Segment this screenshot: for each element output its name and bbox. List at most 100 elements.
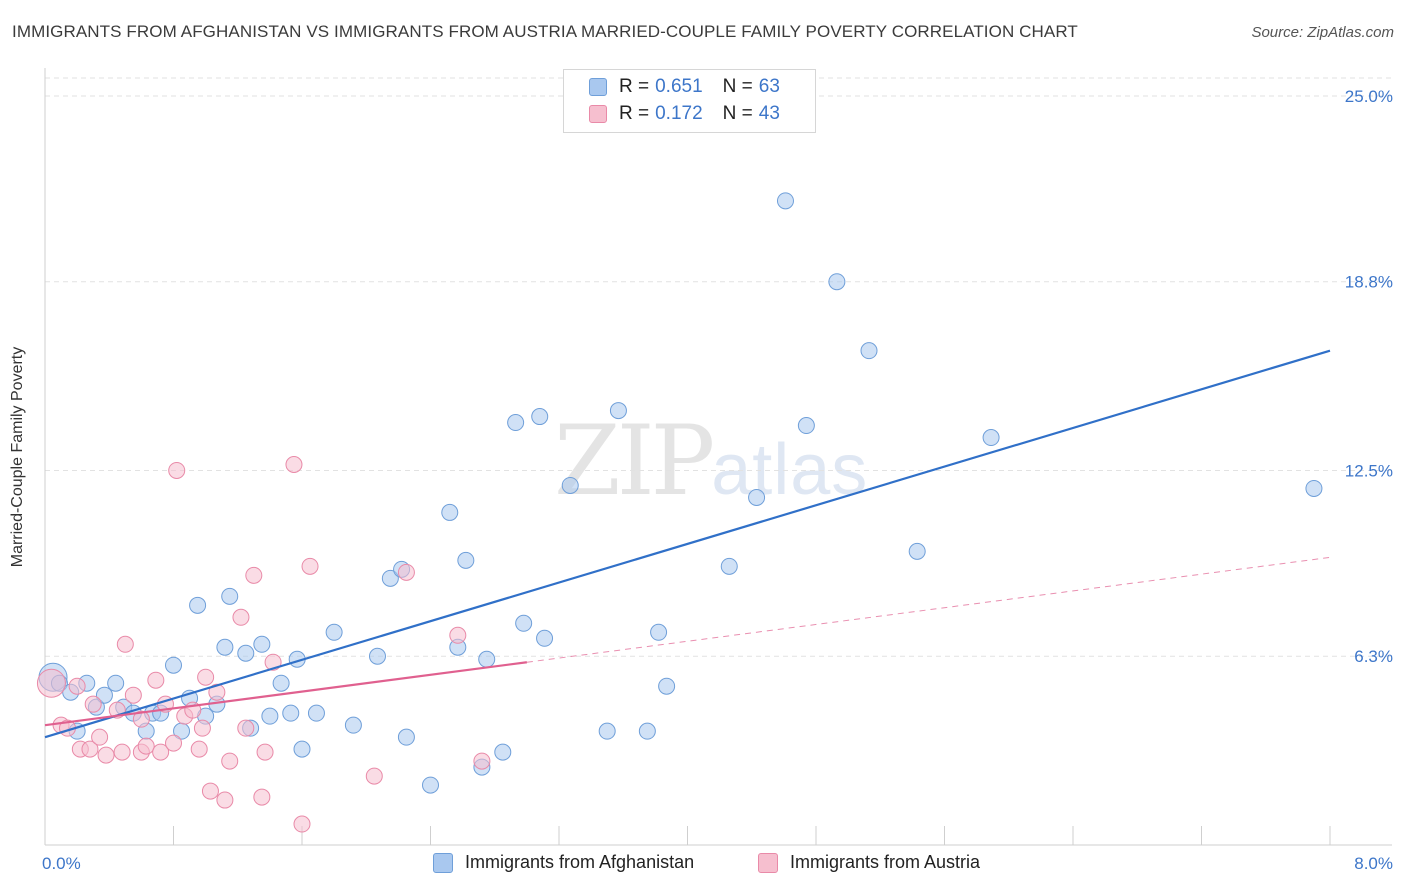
austria-point xyxy=(237,719,255,737)
austria-point xyxy=(81,740,99,758)
afghanistan-point xyxy=(189,596,207,614)
afghanistan-point xyxy=(216,638,234,656)
afghanistan-point xyxy=(368,647,386,665)
austria-point xyxy=(113,743,131,761)
source-note: Source: ZipAtlas.com xyxy=(1251,24,1394,41)
afghanistan-point xyxy=(507,414,525,432)
austria-point xyxy=(132,710,150,728)
afghanistan-point xyxy=(860,342,878,360)
y-tick-label: 25.0% xyxy=(1345,87,1393,106)
austria-point xyxy=(152,743,170,761)
austria-trend-extension xyxy=(526,556,1331,663)
austria-point xyxy=(190,740,208,758)
afghanistan-point xyxy=(748,488,766,506)
austria-point xyxy=(193,719,211,737)
austria-point xyxy=(397,563,415,581)
afghanistan-point xyxy=(282,704,300,722)
afghanistan-point xyxy=(828,273,846,291)
austria-point xyxy=(449,626,467,644)
austria-point xyxy=(256,743,274,761)
r-label: R = xyxy=(619,76,650,97)
afghanistan-point xyxy=(253,635,271,653)
y-tick-label: 18.8% xyxy=(1345,273,1393,292)
austria-point xyxy=(147,671,165,689)
austria-point xyxy=(245,566,263,584)
afghanistan-point xyxy=(221,587,239,605)
legend-label-afghanistan: Immigrants from Afghanistan xyxy=(465,852,695,872)
austria-point xyxy=(301,557,319,575)
afghanistan-point xyxy=(658,677,676,695)
austria-trend-line xyxy=(44,661,528,727)
x-tick-label-max: 8.0% xyxy=(1354,854,1393,873)
austria-point xyxy=(84,695,102,713)
austria-point xyxy=(221,752,239,770)
chart-title: IMMIGRANTS FROM AFGHANISTAN VS IMMIGRANT… xyxy=(12,22,1078,41)
afghanistan-point xyxy=(494,743,512,761)
afghanistan-point xyxy=(797,417,815,435)
r-value: 0.651 xyxy=(655,76,703,97)
austria-point xyxy=(253,788,271,806)
r-value: 0.172 xyxy=(655,103,703,124)
austria-point xyxy=(216,791,234,809)
austria-point xyxy=(473,752,491,770)
afghanistan-point xyxy=(720,557,738,575)
legend-item-afghanistan[interactable]: Immigrants from Afghanistan xyxy=(433,852,694,873)
afghanistan-point xyxy=(609,402,627,420)
afghanistan-point xyxy=(325,623,343,641)
x-tick-label-min: 0.0% xyxy=(42,854,81,873)
austria-point xyxy=(208,683,226,701)
afghanistan-point xyxy=(478,650,496,668)
afghanistan-point xyxy=(650,623,668,641)
austria-swatch xyxy=(589,105,607,123)
afghanistan-legend-swatch xyxy=(433,852,453,873)
afghanistan-point xyxy=(293,740,311,758)
series-legend: Immigrants from Afghanistan Immigrants f… xyxy=(0,852,1406,878)
afghanistan-point xyxy=(1305,479,1323,497)
austria-point xyxy=(232,608,250,626)
afghanistan-point xyxy=(261,707,279,725)
austria-point xyxy=(293,815,311,833)
n-label: N = xyxy=(722,103,753,124)
afghanistan-point xyxy=(561,476,579,494)
afghanistan-point xyxy=(107,674,125,692)
afghanistan-point xyxy=(515,614,533,632)
austria-point xyxy=(365,767,383,785)
legend-row-austria: R = 0.172 N = 43 xyxy=(589,102,780,126)
afghanistan-swatch xyxy=(589,78,607,96)
afghanistan-point xyxy=(344,716,362,734)
austria-point xyxy=(97,746,115,764)
afghanistan-point xyxy=(457,551,475,569)
austria-point xyxy=(36,668,66,698)
afghanistan-point xyxy=(237,644,255,662)
r-label: R = xyxy=(619,103,650,124)
austria-point xyxy=(116,635,134,653)
afghanistan-point xyxy=(536,629,554,647)
n-label: N = xyxy=(722,76,753,97)
austria-legend-swatch xyxy=(758,852,778,873)
austria-point xyxy=(285,455,303,473)
afghanistan-point xyxy=(598,722,616,740)
austria-point xyxy=(137,737,155,755)
austria-point xyxy=(91,728,109,746)
austria-point xyxy=(168,461,186,479)
afghanistan-point xyxy=(422,776,439,794)
y-tick-label: 12.5% xyxy=(1345,461,1393,480)
legend-item-austria[interactable]: Immigrants from Austria xyxy=(758,852,980,873)
y-axis-label: Married-Couple Family Poverty xyxy=(9,346,26,568)
correlation-legend: R = 0.651 N = 63 R = 0.172 N = 43 xyxy=(563,69,816,133)
austria-point xyxy=(197,668,215,686)
afghanistan-point xyxy=(776,192,794,210)
afghanistan-point xyxy=(908,542,926,560)
austria-point xyxy=(201,782,219,800)
legend-row-afghanistan: R = 0.651 N = 63 xyxy=(589,75,780,99)
n-value: 43 xyxy=(758,103,780,124)
austria-point xyxy=(68,677,86,695)
austria-point xyxy=(124,686,142,704)
afghanistan-point xyxy=(531,408,549,426)
afghanistan-trend-line xyxy=(44,349,1331,739)
afghanistan-point xyxy=(982,429,1000,447)
n-value: 63 xyxy=(758,76,780,97)
afghanistan-point xyxy=(165,656,182,674)
afghanistan-point xyxy=(397,728,415,746)
